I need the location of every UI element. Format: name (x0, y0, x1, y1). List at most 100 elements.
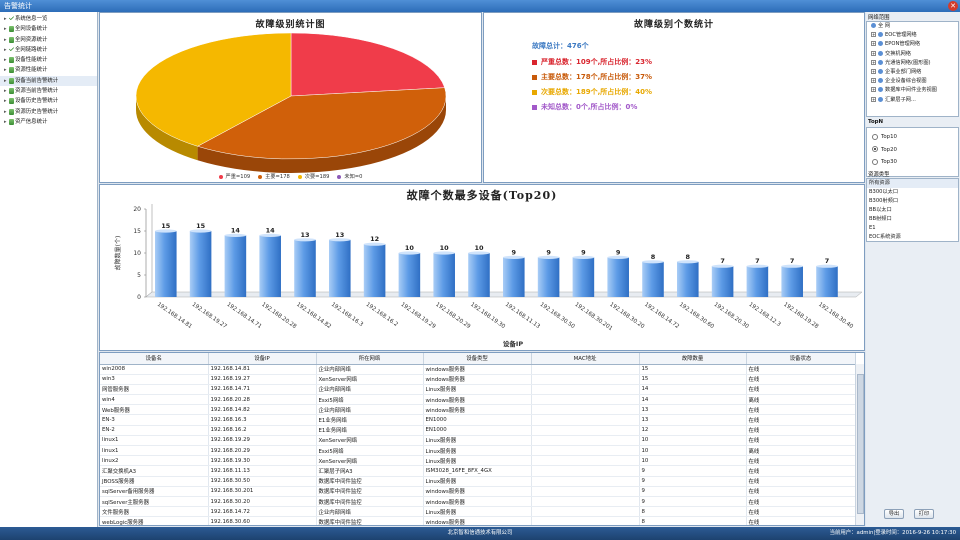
sidebar-item-5[interactable]: ▸ 资源性能统计 (0, 65, 97, 75)
pie-slice-次要[interactable] (135, 32, 292, 147)
bar-192.168.20.28[interactable] (259, 235, 281, 297)
expand-arrow-icon[interactable]: ▸ (4, 57, 7, 64)
expand-arrow-icon[interactable]: ▸ (4, 26, 7, 33)
bar-192.168.16.3[interactable] (329, 239, 351, 297)
sidebar-item-6[interactable]: ▸ 设备当前告警统计 (0, 75, 97, 87)
resource-item-3[interactable]: BB以太口 (869, 207, 892, 213)
sidebar-item-9[interactable]: ▸ 资源历史告警统计 (0, 107, 97, 117)
pie-slice-主要[interactable] (196, 87, 447, 160)
sidebar-item-3[interactable]: ▸ 全网链路统计 (0, 45, 97, 55)
expand-arrow-icon[interactable]: ▸ (4, 36, 7, 43)
table-row[interactable]: linux1 192.168.20.29 Esxi5网络 Linux服务器 10 离线 (100, 445, 856, 457)
table-row[interactable]: linux1 192.168.19.29 XenServer网络 Linux服务器 10… (100, 435, 856, 447)
column-header[interactable]: 所在网络 (316, 353, 424, 365)
column-header[interactable]: 设备IP (208, 353, 317, 365)
bar-192.168.30.60[interactable] (677, 261, 699, 297)
network-item-3[interactable]: + 交换机网络 (867, 50, 958, 59)
expand-arrow-icon[interactable]: ▸ (4, 98, 7, 105)
sidebar-item-4[interactable]: ▸ 设备性能统计 (0, 55, 97, 65)
expand-arrow-icon[interactable]: ▸ (4, 67, 7, 74)
expand-plus-icon[interactable]: + (871, 69, 876, 75)
bar-192.168.19.29[interactable] (398, 253, 421, 297)
expand-arrow-icon[interactable]: ▸ (4, 77, 7, 84)
network-item-0[interactable]: 全 网 (867, 22, 958, 31)
bar-192.168.19.27[interactable] (189, 231, 212, 297)
column-header[interactable]: 设备类型 (423, 353, 532, 365)
expand-plus-icon[interactable]: + (871, 32, 876, 38)
bar-192.168.11.13[interactable] (503, 257, 525, 297)
scrollbar-thumb[interactable] (857, 374, 864, 514)
table-row[interactable]: linux2 192.168.19.30 XenServer网络 Linux服务器 10… (100, 455, 856, 467)
bar-192.168.14.71[interactable] (224, 235, 247, 297)
bar-192.168.16.2[interactable] (363, 244, 386, 297)
network-item-4[interactable]: + 光通信网络(图形图) (867, 59, 958, 68)
expand-arrow-icon[interactable]: ▸ (4, 108, 7, 115)
resource-item-5[interactable]: E1 (869, 225, 876, 231)
sidebar-item-2[interactable]: ▸ 全网资源统计 (0, 35, 97, 45)
resource-item-6[interactable]: EOC系统资源 (869, 234, 901, 240)
table-row[interactable]: win3 192.168.19.27 XenServer网络 windows服务器 15… (100, 374, 856, 385)
network-item-1[interactable]: + EOC管理网络 (867, 31, 958, 40)
bar-192.168.30.201[interactable] (572, 257, 595, 297)
expand-plus-icon[interactable]: + (871, 87, 876, 93)
bar-192.168.30.20[interactable] (607, 257, 629, 297)
table-scrollbar[interactable] (855, 364, 864, 525)
bar-192.168.19.30[interactable] (468, 253, 490, 297)
expand-arrow-icon[interactable]: ▸ (4, 46, 7, 53)
sidebar-item-8[interactable]: ▸ 设备历史告警统计 (0, 96, 97, 106)
expand-arrow-icon[interactable]: ▸ (4, 118, 7, 125)
expand-plus-icon[interactable]: + (871, 41, 876, 47)
bar-192.168.19.28[interactable] (781, 266, 803, 297)
expand-plus-icon[interactable]: + (871, 59, 876, 65)
expand-plus-icon[interactable]: + (871, 78, 876, 84)
topn-option-2[interactable]: Top30 (867, 156, 958, 169)
table-row[interactable]: EN-2 192.168.16.2 E1业务网络 EN1000 12 在线 (100, 425, 856, 436)
resource-item-0[interactable]: 所有资源 (867, 179, 958, 188)
network-item-8[interactable]: + 汇聚层子网... (867, 96, 958, 105)
expand-plus-icon[interactable]: + (871, 50, 876, 56)
bar-192.168.12.3[interactable] (746, 266, 769, 297)
bar-192.168.20.29[interactable] (433, 253, 455, 297)
network-item-2[interactable]: + EPON管理网络 (867, 40, 958, 49)
network-item-5[interactable]: + 企事业部门网络 (867, 68, 958, 77)
print-button[interactable]: 打印 (914, 509, 934, 519)
topn-option-0[interactable]: Top10 (867, 131, 958, 144)
table-row[interactable]: win2008 192.168.14.81 企业内部网络 windows服务器 15 在线 (100, 364, 856, 375)
expand-plus-icon[interactable]: + (871, 96, 876, 102)
table-row[interactable]: 文件服务器 192.168.14.72 企业内部网络 Linux服务器 8 在线 (100, 506, 856, 518)
bar-192.168.30.40[interactable] (816, 266, 838, 297)
sidebar-item-10[interactable]: ▸ 资产信息统计 (0, 117, 97, 127)
table-row[interactable]: sqlServer主服务器 192.168.30.20 数据库中间件监控 window… (100, 496, 856, 508)
column-header[interactable]: 设备状态 (746, 353, 856, 365)
table-row[interactable]: Web服务器 192.168.14.82 企业内部网络 windows服务器 13 在线 (100, 404, 856, 416)
expand-arrow-icon[interactable]: ▸ (4, 16, 7, 22)
column-header[interactable]: MAC地址 (531, 353, 640, 365)
bar-192.168.14.72[interactable] (642, 261, 664, 297)
network-item-6[interactable]: + 企业设备综合视图 (867, 77, 958, 86)
close-icon[interactable]: ✕ (948, 1, 958, 11)
sidebar-item-7[interactable]: ▸ 资源当前告警统计 (0, 86, 97, 96)
topn-option-1[interactable]: Top20 (867, 144, 958, 157)
export-button[interactable]: 导出 (884, 509, 904, 519)
bar-192.168.14.82[interactable] (294, 239, 316, 297)
expand-arrow-icon[interactable]: ▸ (4, 88, 7, 95)
radio-button[interactable] (872, 133, 878, 140)
sidebar-item-1[interactable]: ▸ 全网设备统计 (0, 24, 97, 34)
table-row[interactable]: webLogic服务器 192.168.30.60 数据库中间件监控 windows服… (100, 516, 856, 525)
sidebar-item-0[interactable]: ▸ 系统信息一览 (0, 14, 97, 24)
column-header[interactable]: 设备名 (100, 353, 209, 365)
table-row[interactable]: JBOSS服务器 192.168.30.50 数据库中间件监控 Linux服务器 9 在线 (100, 476, 856, 487)
table-row[interactable]: win4 192.168.20.28 Esxi5网络 windows服务器 14 离线 (100, 394, 856, 406)
resource-item-1[interactable]: B300以太口 (869, 189, 899, 195)
resource-item-4[interactable]: BB射频口 (869, 216, 892, 222)
table-row[interactable]: 汇聚交换机A3 192.168.11.13 汇聚层子网A3 ISM3028_16FE_… (100, 465, 856, 477)
table-row[interactable]: 网管服务器 192.168.14.71 企业内部网络 Linux服务器 14 在线 (100, 384, 856, 396)
pie-slice-严重[interactable] (290, 32, 445, 97)
resource-item-2[interactable]: B300射频口 (869, 198, 899, 204)
table-row[interactable]: sqlServer备用服务器 192.168.30.201 数据库中间件监控 wind… (100, 486, 856, 497)
bar-192.168.20.30[interactable] (711, 266, 734, 297)
column-header[interactable]: 故障数量 (639, 353, 747, 365)
bar-192.168.30.50[interactable] (537, 257, 560, 297)
table-row[interactable]: EN-3 192.168.16.3 E1业务网络 EN1000 13 在线 (100, 414, 856, 426)
radio-button[interactable] (872, 158, 878, 165)
